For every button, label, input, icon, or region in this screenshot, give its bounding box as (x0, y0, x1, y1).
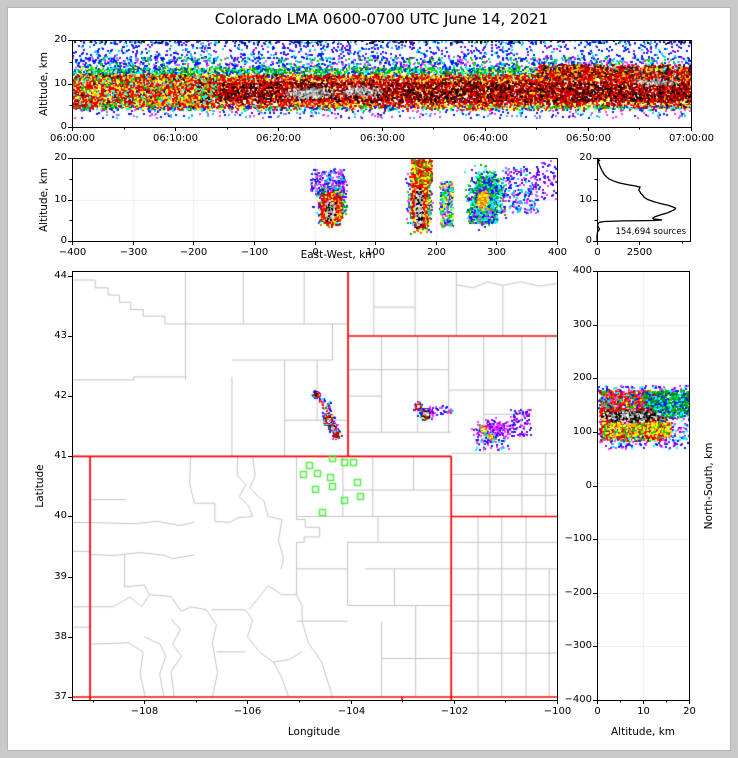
east-west-xlabel: East-West, km (300, 249, 376, 261)
tick-label: −100 (564, 532, 592, 544)
tick-label: −102 (440, 706, 469, 717)
tick-label: 10 (54, 77, 67, 89)
tick-label: −400 (564, 693, 592, 705)
tick-label: 10 (54, 193, 67, 205)
tick-label: −100 (543, 706, 572, 717)
tick-label: 38 (54, 630, 67, 642)
plan-view-map-canvas (72, 271, 557, 700)
tick-label: −300 (564, 639, 592, 651)
tick-label: −200 (564, 586, 592, 598)
tick-label: 06:50:00 (566, 133, 611, 144)
tick-label: −400 (58, 247, 87, 258)
north-south-xlabel: Altitude, km (610, 726, 676, 738)
tick-label: 39 (54, 570, 67, 582)
figure-title: Colorado LMA 0600-0700 UTC June 14, 2021 (214, 10, 549, 28)
tick-label: 0 (60, 234, 67, 246)
tick-label: 40 (54, 509, 67, 521)
tick-label: 0 (585, 479, 592, 491)
tick-label: 06:30:00 (360, 133, 405, 144)
tick-label: 20 (54, 151, 67, 163)
map-xlabel: Longitude (287, 726, 341, 738)
east-west-ylabel: Altitude, km (38, 167, 50, 233)
tick-label: 44 (54, 269, 67, 281)
tick-label: 100 (572, 425, 592, 437)
tick-label: 06:10:00 (153, 133, 198, 144)
map-ylabel: Latitude (34, 464, 46, 508)
time-height-density-canvas (72, 40, 691, 127)
tick-label: 300 (486, 247, 507, 258)
tick-label: −106 (233, 706, 262, 717)
tick-label: 10 (637, 706, 650, 717)
tick-label: 400 (547, 247, 568, 258)
tick-label: −108 (130, 706, 159, 717)
tick-label: −300 (119, 247, 148, 258)
north-south-right-label: North-South, km (703, 442, 715, 530)
tick-label: 300 (572, 318, 592, 330)
north-south-density-canvas (597, 271, 689, 700)
tick-label: 2500 (626, 247, 653, 258)
east-west-density-canvas (72, 158, 557, 241)
tick-label: 200 (426, 247, 447, 258)
tick-label: −200 (179, 247, 208, 258)
tick-label: 06:00:00 (50, 133, 95, 144)
tick-label: 41 (54, 449, 67, 461)
tick-label: 400 (572, 264, 592, 276)
time-height-ylabel: Altitude, km (38, 51, 50, 117)
source-count-annotation: 154,694 sources (615, 227, 686, 237)
tick-label: −104 (337, 706, 366, 717)
tick-label: −100 (240, 247, 269, 258)
tick-label: 0 (594, 247, 601, 258)
tick-label: 10 (579, 193, 592, 205)
tick-label: 42 (54, 389, 67, 401)
tick-label: 200 (572, 371, 592, 383)
tick-label: 100 (365, 247, 386, 258)
tick-label: 06:20:00 (256, 133, 301, 144)
tick-label: 07:00:00 (669, 133, 714, 144)
tick-label: 0 (60, 120, 67, 132)
tick-label: 0 (312, 247, 319, 258)
tick-label: 20 (683, 706, 696, 717)
tick-label: 37 (54, 690, 67, 702)
tick-label: 20 (579, 151, 592, 163)
tick-label: 20 (54, 33, 67, 45)
tick-label: 0 (585, 234, 592, 246)
tick-label: 06:40:00 (463, 133, 508, 144)
tick-label: 0 (594, 706, 601, 717)
tick-label: 43 (54, 329, 67, 341)
